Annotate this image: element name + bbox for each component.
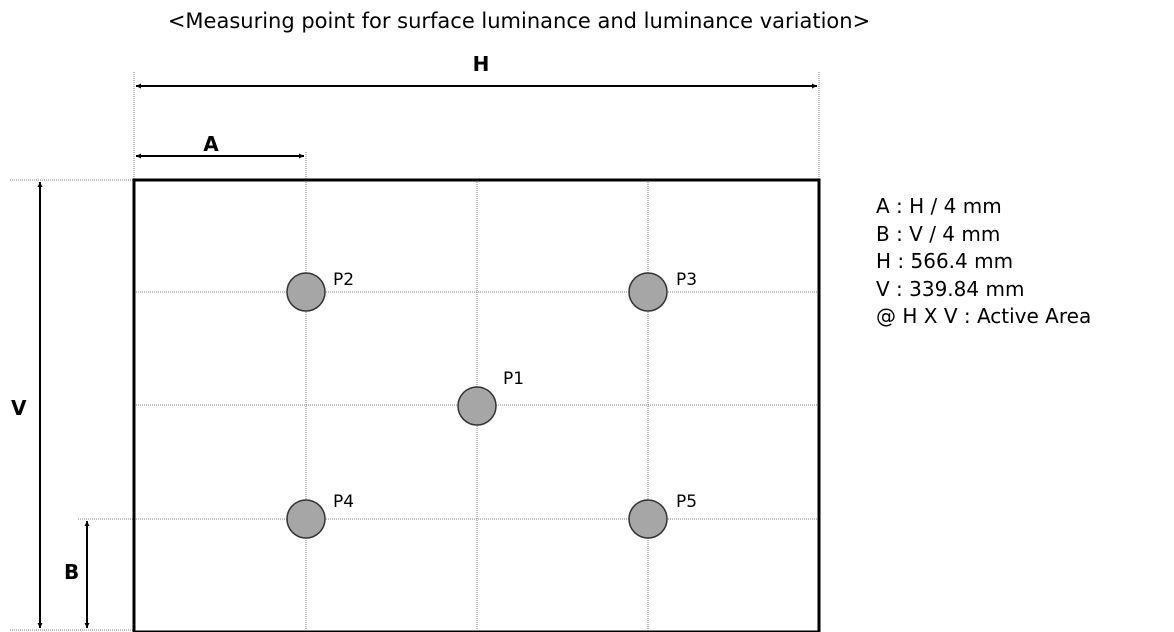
legend-line-h: H : 566.4 mm [876, 249, 1014, 273]
point-p1-label: P1 [503, 369, 524, 389]
legend-line-b: B : V / 4 mm [876, 221, 1001, 246]
point-p3: P3 [628, 270, 697, 312]
point-p5: P5 [628, 492, 697, 539]
legend-line-a: A : H / 4 mm [876, 194, 1002, 218]
point-p2-label: P2 [333, 270, 354, 290]
point-p3-marker [628, 272, 668, 312]
point-p3-label: P3 [676, 270, 697, 290]
legend-line-active-area: @ H X V : Active Area [876, 304, 1092, 328]
point-p1-marker [457, 386, 497, 426]
point-p2: P2 [286, 270, 354, 312]
active-area-frame [132, 178, 821, 632]
a-dimension-label: A [203, 132, 219, 156]
point-p4-marker [286, 499, 326, 539]
point-p1: P1 [457, 369, 524, 426]
h-dimension-label: H [473, 52, 490, 76]
point-p5-marker [628, 499, 668, 539]
point-p5-label: P5 [676, 492, 697, 512]
point-p2-marker [286, 272, 326, 312]
point-p4-label: P4 [333, 492, 354, 512]
point-p4: P4 [286, 492, 354, 539]
b-dimension-label: B [64, 560, 79, 584]
dimension-legend: A : H / 4 mm B : V / 4 mm H : 566.4 mm V… [876, 193, 1091, 331]
diagram-title: <Measuring point for surface luminance a… [168, 9, 870, 33]
legend-line-v: V : 339.84 mm [876, 276, 1025, 301]
v-dimension-label: V [11, 396, 27, 420]
